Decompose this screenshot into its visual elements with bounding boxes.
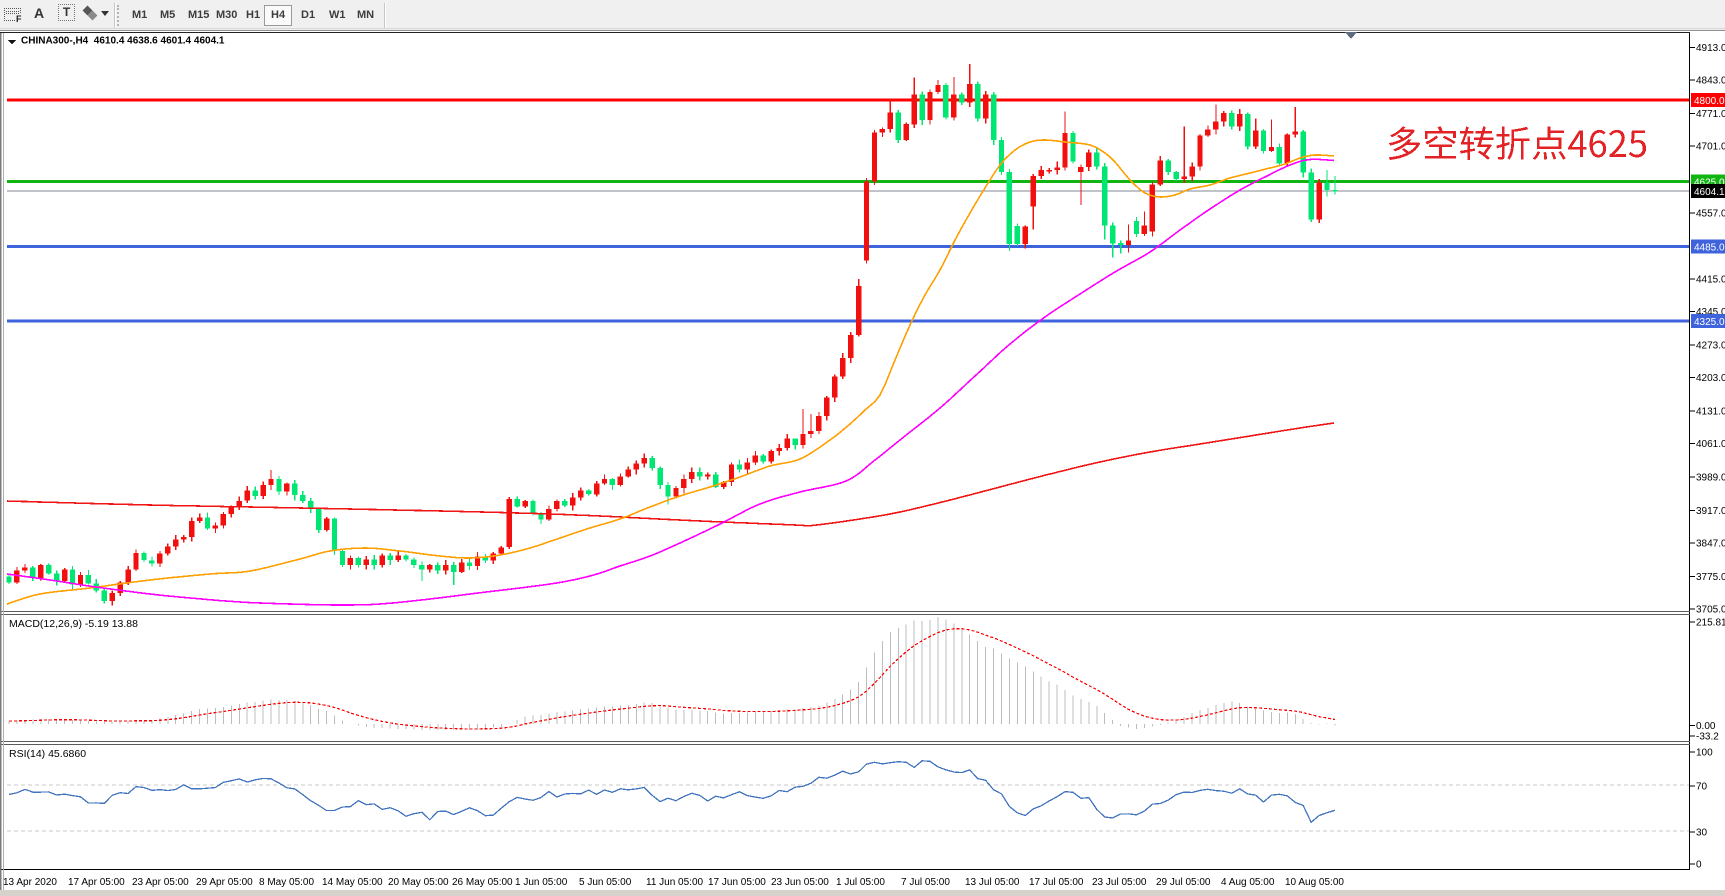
svg-text:17 Apr 05:00: 17 Apr 05:00 xyxy=(68,877,125,888)
svg-text:MACD(12,26,9) -5.19 13.88: MACD(12,26,9) -5.19 13.88 xyxy=(9,618,138,630)
svg-text:17 Jun 05:00: 17 Jun 05:00 xyxy=(708,877,766,888)
svg-text:14 May 05:00: 14 May 05:00 xyxy=(322,877,383,888)
svg-text:17 Jul 05:00: 17 Jul 05:00 xyxy=(1029,877,1084,888)
svg-text:3989.0: 3989.0 xyxy=(1696,473,1725,484)
svg-text:8 May 05:00: 8 May 05:00 xyxy=(259,877,314,888)
svg-text:10 Aug 05:00: 10 Aug 05:00 xyxy=(1285,877,1344,888)
svg-text:4557.0: 4557.0 xyxy=(1696,209,1725,220)
svg-text:4625.0: 4625.0 xyxy=(1694,177,1725,188)
svg-text:3705.0: 3705.0 xyxy=(1696,605,1725,616)
svg-text:4 Aug 05:00: 4 Aug 05:00 xyxy=(1221,877,1275,888)
svg-text:3917.0: 3917.0 xyxy=(1696,506,1725,517)
svg-text:70: 70 xyxy=(1696,782,1708,793)
svg-text:4203.0: 4203.0 xyxy=(1696,373,1725,384)
svg-text:20 May 05:00: 20 May 05:00 xyxy=(388,877,449,888)
svg-text:4415.0: 4415.0 xyxy=(1696,275,1725,286)
svg-text:7 Jul 05:00: 7 Jul 05:00 xyxy=(901,877,950,888)
svg-text:100: 100 xyxy=(1696,748,1713,759)
svg-text:4345.0: 4345.0 xyxy=(1696,307,1725,318)
svg-text:4061.0: 4061.0 xyxy=(1696,439,1725,450)
svg-text:30: 30 xyxy=(1696,828,1708,839)
svg-text:1 Jun 05:00: 1 Jun 05:00 xyxy=(515,877,568,888)
svg-text:4913.0: 4913.0 xyxy=(1696,43,1725,54)
svg-text:215.81: 215.81 xyxy=(1696,618,1725,629)
svg-text:RSI(14) 45.6860: RSI(14) 45.6860 xyxy=(9,748,86,760)
svg-text:4325.0: 4325.0 xyxy=(1694,317,1725,328)
svg-text:4485.0: 4485.0 xyxy=(1694,242,1725,253)
svg-text:13 Jul 05:00: 13 Jul 05:00 xyxy=(965,877,1020,888)
svg-text:13 Apr 2020: 13 Apr 2020 xyxy=(3,877,57,888)
svg-text:3847.0: 3847.0 xyxy=(1696,539,1725,550)
svg-text:23 Jul 05:00: 23 Jul 05:00 xyxy=(1092,877,1147,888)
svg-text:23 Apr 05:00: 23 Apr 05:00 xyxy=(132,877,189,888)
svg-text:0: 0 xyxy=(1696,860,1702,871)
svg-text:4843.0: 4843.0 xyxy=(1696,76,1725,87)
svg-text:29 Jul 05:00: 29 Jul 05:00 xyxy=(1156,877,1211,888)
svg-text:5 Jun 05:00: 5 Jun 05:00 xyxy=(579,877,632,888)
svg-text:4771.0: 4771.0 xyxy=(1696,109,1725,120)
svg-text:4131.0: 4131.0 xyxy=(1696,407,1725,418)
svg-text:-33.2: -33.2 xyxy=(1696,731,1719,742)
svg-text:4800.0: 4800.0 xyxy=(1694,96,1725,107)
svg-text:CHINA300-,H4 4610.4 4638.6 46: CHINA300-,H4 4610.4 4638.6 4601.4 4604.1 xyxy=(21,36,225,47)
svg-text:29 Apr 05:00: 29 Apr 05:00 xyxy=(196,877,253,888)
svg-text:11 Jun 05:00: 11 Jun 05:00 xyxy=(646,877,704,888)
svg-text:23 Jun 05:00: 23 Jun 05:00 xyxy=(771,877,829,888)
svg-text:1 Jul 05:00: 1 Jul 05:00 xyxy=(836,877,885,888)
svg-text:4604.1: 4604.1 xyxy=(1694,187,1725,198)
svg-text:4273.0: 4273.0 xyxy=(1696,341,1725,352)
svg-text:0.00: 0.00 xyxy=(1696,721,1716,732)
svg-text:3775.0: 3775.0 xyxy=(1696,572,1725,583)
svg-text:26 May 05:00: 26 May 05:00 xyxy=(452,877,513,888)
svg-text:4701.0: 4701.0 xyxy=(1696,142,1725,153)
